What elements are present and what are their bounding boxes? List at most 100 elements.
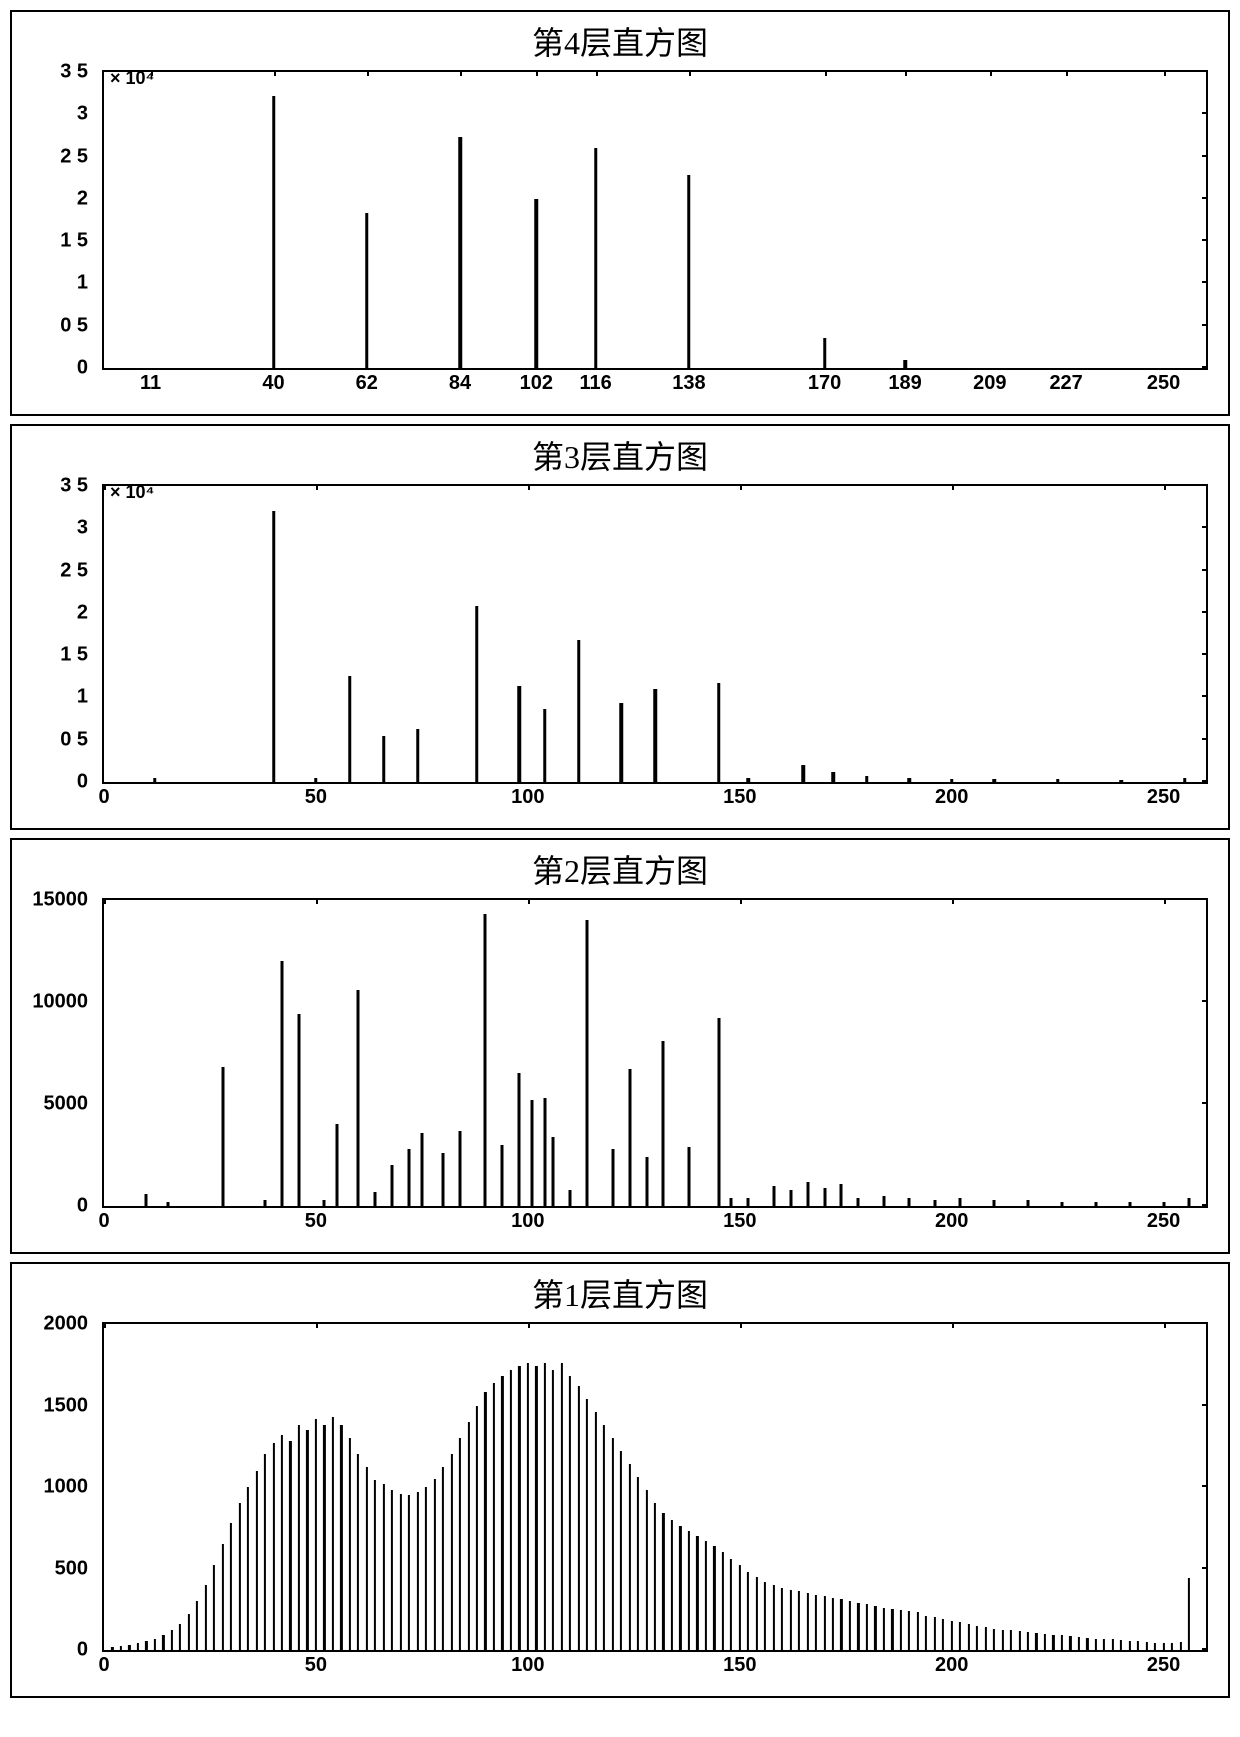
- histogram-bar: [289, 1441, 291, 1650]
- histogram-bar: [1129, 1641, 1131, 1650]
- histogram-bar: [357, 990, 360, 1206]
- histogram-bar: [501, 1145, 504, 1206]
- histogram-bar: [645, 1490, 647, 1650]
- histogram-bar: [442, 1153, 445, 1206]
- histogram-bar: [747, 1198, 750, 1206]
- histogram-bar: [1069, 1636, 1071, 1650]
- y-tick-mark: [1202, 70, 1208, 72]
- plot-area: 0500100015002000050100150200250: [102, 1322, 1208, 1686]
- histogram-bar: [569, 1376, 571, 1650]
- y-tick-label: 0 5: [60, 314, 96, 337]
- y-tick-label: 1 5: [60, 230, 96, 253]
- histogram-bar: [857, 1603, 859, 1650]
- y-tick-label: 1500: [44, 1394, 97, 1417]
- histogram-bar: [951, 1621, 953, 1650]
- y-tick-label: 1: [77, 272, 96, 295]
- y-tick-label: 3: [77, 517, 96, 540]
- histogram-bar: [628, 1069, 631, 1206]
- histogram-bar: [1027, 1632, 1029, 1650]
- histogram-bar: [773, 1585, 775, 1650]
- histogram-bar: [518, 1366, 520, 1650]
- histogram-bar: [832, 1598, 834, 1650]
- histogram-bar: [903, 360, 907, 368]
- histogram-bar: [908, 1611, 910, 1650]
- histogram-bar: [543, 709, 547, 782]
- histogram-bar: [586, 920, 589, 1206]
- histogram-bar: [221, 1067, 224, 1206]
- y-tick-label: 1: [77, 686, 96, 709]
- y-tick-mark: [1202, 155, 1208, 157]
- y-tick-mark: [1202, 324, 1208, 326]
- histogram-bar: [281, 1435, 283, 1650]
- histogram-bar: [535, 1366, 537, 1650]
- y-tick-label: 500: [55, 1557, 96, 1580]
- bars-container: [104, 1324, 1206, 1650]
- histogram-bar: [458, 137, 462, 368]
- histogram-bar: [323, 1425, 325, 1650]
- histogram-bar: [823, 1188, 826, 1206]
- x-tick-label: 100: [511, 1654, 544, 1677]
- histogram-bar: [993, 1200, 996, 1206]
- y-tick-mark: [1202, 366, 1208, 368]
- histogram-bar: [823, 338, 827, 368]
- x-tick-mark: [905, 70, 907, 76]
- histogram-bar: [1112, 1639, 1114, 1650]
- histogram-bar: [382, 736, 386, 783]
- histogram-bar: [569, 1190, 572, 1206]
- histogram-bar: [790, 1590, 792, 1650]
- histogram-bar: [416, 729, 420, 782]
- histogram-bar: [688, 1531, 690, 1650]
- y-tick-label: 0 5: [60, 728, 96, 751]
- x-tick-mark: [316, 484, 318, 490]
- histogram-bar: [1044, 1634, 1046, 1650]
- histogram-bar: [459, 1131, 462, 1206]
- histogram-bar: [1001, 1630, 1003, 1650]
- x-tick-mark: [990, 70, 992, 76]
- histogram-bar: [366, 1467, 368, 1650]
- histogram-bar: [484, 914, 487, 1206]
- panel-title: 第4层直方图: [12, 12, 1228, 66]
- y-tick-mark: [1202, 1404, 1208, 1406]
- histogram-bar: [1188, 1578, 1190, 1650]
- histogram-bar: [933, 1200, 936, 1206]
- histogram-bar: [264, 1200, 267, 1206]
- x-tick-mark: [1066, 70, 1068, 76]
- histogram-bar: [883, 1608, 885, 1650]
- histogram-bar: [756, 1577, 758, 1650]
- plot-box: 0500100015002000050100150200250: [102, 1322, 1208, 1652]
- y-tick-label: 2: [77, 187, 96, 210]
- histogram-bar: [628, 1464, 630, 1650]
- x-tick-label: 84: [449, 372, 471, 395]
- plot-box: × 10⁴00 511 522 533 51140628410211613817…: [102, 70, 1208, 370]
- histogram-bar: [611, 1149, 614, 1206]
- x-tick-mark: [274, 70, 276, 76]
- plot-area: × 10⁴00 511 522 533 51140628410211613817…: [102, 70, 1208, 404]
- histogram-bar: [476, 1406, 478, 1651]
- histogram-bar: [594, 148, 598, 368]
- y-tick-mark: [1202, 197, 1208, 199]
- y-tick-label: 2000: [44, 1313, 97, 1336]
- histogram-bar: [383, 1484, 385, 1650]
- x-tick-label: 150: [723, 786, 756, 809]
- histogram-bar: [145, 1194, 148, 1206]
- histogram-bar: [153, 778, 157, 782]
- x-tick-label: 0: [98, 1210, 109, 1233]
- histogram-bar: [315, 1419, 317, 1650]
- histogram-bar: [1119, 780, 1123, 782]
- histogram-bar: [1128, 1202, 1131, 1206]
- y-tick-mark: [1202, 239, 1208, 241]
- histogram-bar: [297, 1014, 300, 1206]
- histogram-bar: [1162, 1202, 1165, 1206]
- x-tick-mark: [952, 1322, 954, 1328]
- panel-layer2: 第2层直方图050001000015000050100150200250: [10, 838, 1230, 1254]
- histogram-bar: [272, 511, 276, 782]
- histogram-bar: [272, 1443, 274, 1650]
- x-tick-label: 250: [1147, 372, 1180, 395]
- y-tick-label: 5000: [44, 1093, 97, 1116]
- histogram-bar: [510, 1370, 512, 1650]
- histogram-bar: [179, 1624, 181, 1650]
- histogram-bar: [281, 961, 284, 1206]
- y-tick-label: 2: [77, 601, 96, 624]
- histogram-bar: [475, 606, 479, 782]
- histogram-bar: [968, 1624, 970, 1650]
